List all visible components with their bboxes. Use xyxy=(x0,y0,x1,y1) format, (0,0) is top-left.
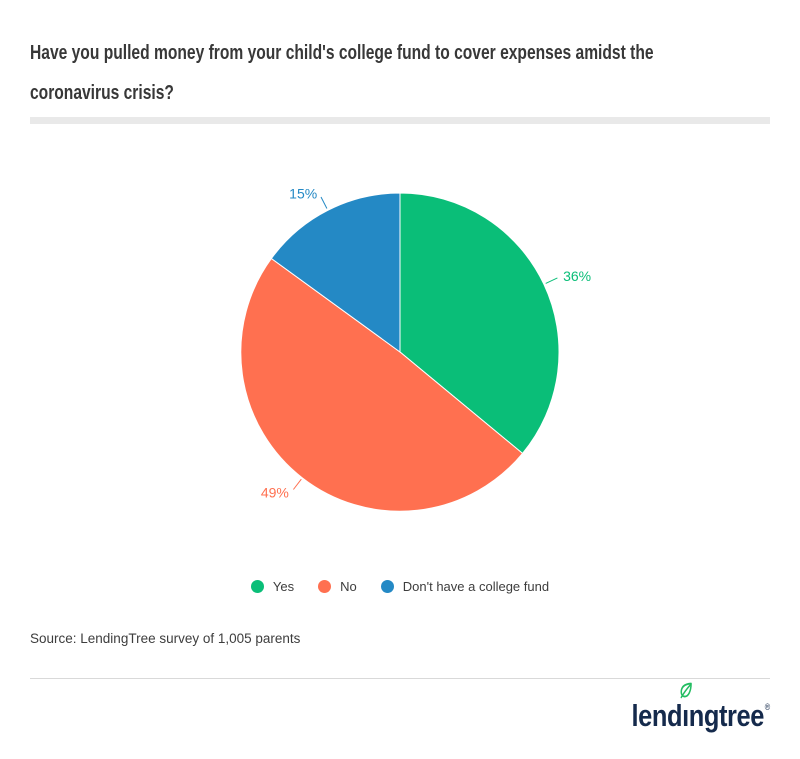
legend-swatch-no xyxy=(318,580,332,593)
footer-divider xyxy=(30,678,770,679)
source-note: Source: LendingTree survey of 1,005 pare… xyxy=(30,631,301,646)
leaf-icon xyxy=(680,682,692,699)
pie-label-leader-don-t-have-a-college-fund xyxy=(320,196,328,209)
pie-slice-don-t-have-a-college-fund xyxy=(270,192,401,353)
chart-title-line2: coronavirus crisis? xyxy=(30,82,174,104)
pie-label-leader-yes xyxy=(545,277,558,284)
pie-percent-label-yes: 36% xyxy=(563,268,591,284)
chart-card: Have you pulled money from your child's … xyxy=(30,0,770,739)
legend-label-no: No xyxy=(340,579,357,594)
chart-title: Have you pulled money from your child's … xyxy=(30,0,770,113)
legend-item-yes: Yes xyxy=(250,579,295,594)
pie-slice-yes xyxy=(399,192,560,455)
registered-mark: ® xyxy=(764,702,770,712)
footer-logo-row: lendı ngtree ® xyxy=(30,682,770,739)
title-underline-bar xyxy=(30,117,770,124)
legend-swatch-no-college-fund xyxy=(380,580,394,593)
legend-item-no: No xyxy=(318,579,357,594)
pie-label-leader-no xyxy=(293,478,302,490)
pie-chart: 36% 49% 15% xyxy=(240,185,591,512)
logo-word: lendı ngtree xyxy=(631,682,764,739)
pie-slice-no xyxy=(240,257,524,512)
legend-swatch-yes xyxy=(250,580,264,593)
legend-label-yes: Yes xyxy=(272,579,295,594)
chart-legend: Yes No Don't have a college fund xyxy=(30,578,770,595)
chart-title-line1: Have you pulled money from your child's … xyxy=(30,42,654,64)
lendingtree-logo: lendı ngtree ® xyxy=(631,682,770,739)
legend-label-no-college-fund: Don't have a college fund xyxy=(402,579,550,594)
logo-text-post: ngtree xyxy=(688,698,764,733)
legend-item-no-college-fund: Don't have a college fund xyxy=(380,579,550,594)
logo-text-pre: lend xyxy=(631,698,682,733)
pie-percent-label-don-t-have-a-college-fund: 15% xyxy=(289,185,317,201)
logo-letter-i: ı xyxy=(680,682,692,739)
pie-percent-label-no: 49% xyxy=(261,485,289,501)
